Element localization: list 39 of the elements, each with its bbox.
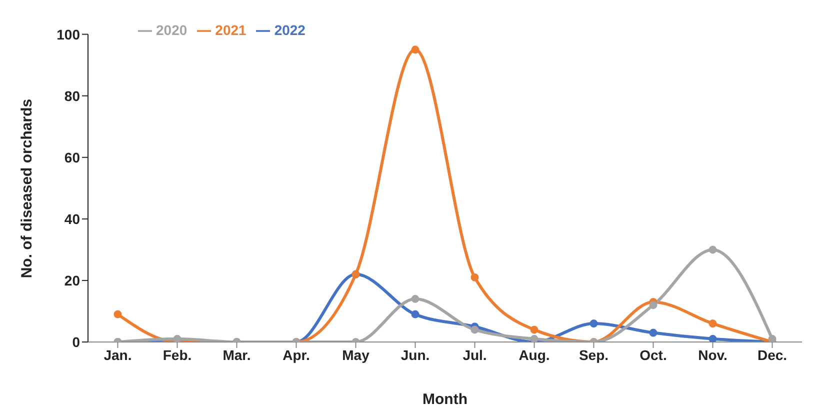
x-tick-label: Apr. (282, 346, 310, 363)
x-tick-label: Sep. (578, 346, 609, 363)
point (530, 326, 538, 334)
legend-label: 2022 (274, 22, 306, 38)
legend-label: 2021 (215, 22, 246, 38)
x-tick-label: Nov. (698, 346, 728, 363)
point (590, 320, 598, 328)
x-tick-label: Dec. (757, 346, 788, 363)
x-tick-label: Oct. (640, 346, 667, 363)
x-tick-label: Aug. (518, 346, 550, 363)
y-tick-label: 100 (56, 26, 80, 42)
x-tick-label: Mar. (222, 346, 251, 363)
x-tick-label: Jul. (462, 346, 487, 363)
point (173, 334, 182, 342)
point (649, 328, 658, 337)
legend-label: 2020 (156, 22, 188, 38)
point (708, 334, 717, 342)
point (530, 334, 538, 342)
point (470, 273, 479, 282)
point (411, 310, 420, 318)
y-tick-label: 0 (72, 334, 80, 350)
y-tick-label: 60 (64, 149, 80, 166)
point (649, 301, 658, 310)
point (411, 46, 420, 54)
point (708, 246, 717, 254)
point (708, 320, 717, 328)
point (768, 334, 776, 342)
x-tick-label: Jun. (400, 346, 430, 363)
x-tick-label: Jan. (104, 346, 132, 363)
y-tick-label: 20 (64, 272, 80, 288)
point (114, 310, 122, 318)
y-tick-label: 80 (64, 88, 80, 104)
y-axis-title: No. of diseased orchards (18, 98, 36, 278)
point (411, 294, 420, 303)
point (470, 326, 479, 334)
y-tick-label: 40 (64, 210, 80, 227)
x-tick-label: May (342, 346, 370, 363)
x-tick-label: Feb. (162, 346, 192, 363)
x-axis-title: Month (422, 391, 468, 408)
